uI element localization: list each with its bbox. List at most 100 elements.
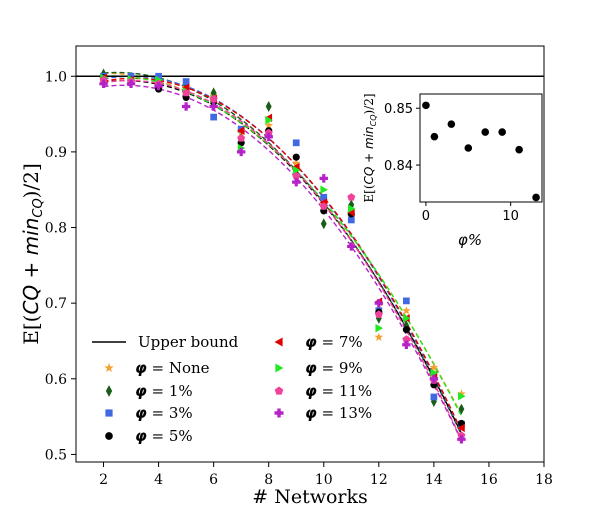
data-point [265, 115, 273, 125]
x-axis-ticks: 2 4 6 8 10 12 14 16 18 [99, 462, 553, 488]
data-point [292, 177, 301, 187]
legend-marker [274, 337, 283, 347]
data-point [182, 78, 190, 85]
data-point [264, 132, 273, 141]
y-tick-label: 0.6 [45, 372, 67, 388]
legend-label: φ = 13% [305, 404, 372, 422]
data-point [402, 340, 411, 349]
data-point [292, 139, 300, 147]
data-point [292, 153, 300, 161]
inset-x-axis-label: φ% [458, 231, 482, 249]
data-point [374, 298, 384, 308]
inset-data-point [515, 145, 523, 154]
inset-y-tick-label: 0.85 [384, 102, 413, 117]
fit-curve [103, 79, 463, 434]
data-point [458, 391, 466, 401]
x-tick-label: 18 [535, 472, 553, 488]
inset-x-tick-label: 0 [422, 209, 430, 224]
data-point [320, 218, 327, 230]
data-point [99, 79, 108, 89]
x-axis-label: # Networks [252, 486, 368, 508]
data-point [429, 362, 439, 372]
data-point [265, 101, 272, 112]
legend-label: φ = 1% [135, 382, 193, 400]
x-tick-label: 4 [154, 472, 163, 488]
inset-plot: 0 10 0.84 0.85 φ% E[(CQ + minCQ)/2] [362, 93, 543, 249]
data-point [401, 306, 411, 315]
fit-curve [103, 75, 463, 434]
data-point [210, 113, 218, 121]
data-point [375, 323, 384, 333]
data-point [320, 193, 328, 201]
legend: Upper bound φ = None φ = 1% φ = 3% φ = 5% φ =… [92, 333, 372, 445]
legend-marker [104, 363, 114, 372]
fit-curve [103, 77, 463, 432]
inset-data-point [430, 132, 439, 141]
data-point [457, 389, 466, 398]
fit-curve [103, 71, 463, 435]
data-point [155, 72, 162, 80]
y-tick-label: 0.9 [45, 145, 67, 161]
inset-x-tick-label: 10 [502, 209, 519, 224]
data-point [210, 87, 217, 99]
data-point [319, 174, 328, 183]
y-tick-label: 0.5 [45, 447, 67, 463]
main-plot: 2 4 6 8 10 12 14 16 18 0.5 0.6 0.7 0.8 0.9 1.0 # Netw… [19, 45, 553, 508]
legend-label: φ = 5% [135, 427, 193, 445]
inset-data-point [464, 144, 473, 152]
data-point [430, 393, 438, 401]
data-point [347, 208, 355, 217]
inset-data-point [481, 128, 490, 136]
data-point [154, 81, 163, 91]
data-point [402, 314, 411, 323]
fit-curves [103, 71, 463, 442]
data-point [320, 185, 328, 194]
legend-label: φ = None [135, 359, 210, 377]
data-point [236, 147, 246, 157]
data-point [291, 158, 301, 167]
inset-y-axis-ticks: 0.84 0.85 [384, 102, 420, 174]
inset-data-point [447, 120, 456, 128]
inset-data-point [422, 101, 430, 110]
data-point [181, 83, 190, 92]
legend-label: φ = 11% [305, 382, 372, 400]
data-point [292, 165, 301, 175]
legend-marker [105, 409, 113, 417]
y-tick-label: 0.7 [45, 296, 67, 312]
data-point [374, 310, 383, 318]
data-point [347, 242, 356, 251]
legend-label: φ = 7% [305, 333, 363, 351]
inset-data-point [498, 128, 506, 136]
y-axis-ticks: 0.5 0.6 0.7 0.8 0.9 1.0 [45, 69, 76, 463]
data-point [402, 297, 410, 305]
data-point [347, 216, 355, 224]
series [99, 73, 465, 433]
inset-data-points [422, 101, 540, 202]
fit-curve [103, 84, 463, 442]
series [99, 79, 466, 444]
legend-label: Upper bound [138, 333, 239, 351]
x-tick-label: 16 [480, 472, 498, 488]
series [100, 73, 466, 401]
legend-marker [274, 408, 284, 418]
data-point [347, 204, 356, 213]
data-point [457, 435, 466, 444]
x-tick-label: 14 [425, 472, 443, 488]
inset-plot-background [419, 93, 543, 203]
legend-marker [274, 386, 284, 395]
x-tick-label: 10 [315, 472, 333, 488]
y-tick-label: 1.0 [45, 69, 67, 85]
data-point [402, 335, 411, 343]
data-point [402, 326, 410, 334]
y-tick-label: 0.8 [45, 221, 67, 237]
x-tick-label: 8 [264, 472, 273, 488]
data-point [126, 79, 136, 89]
data-point [458, 403, 465, 415]
data-point [127, 72, 135, 80]
inset-data-point [532, 193, 540, 202]
fit-curve [103, 79, 463, 441]
x-tick-label: 6 [209, 472, 218, 488]
data-point [264, 120, 274, 130]
data-point [319, 202, 328, 210]
